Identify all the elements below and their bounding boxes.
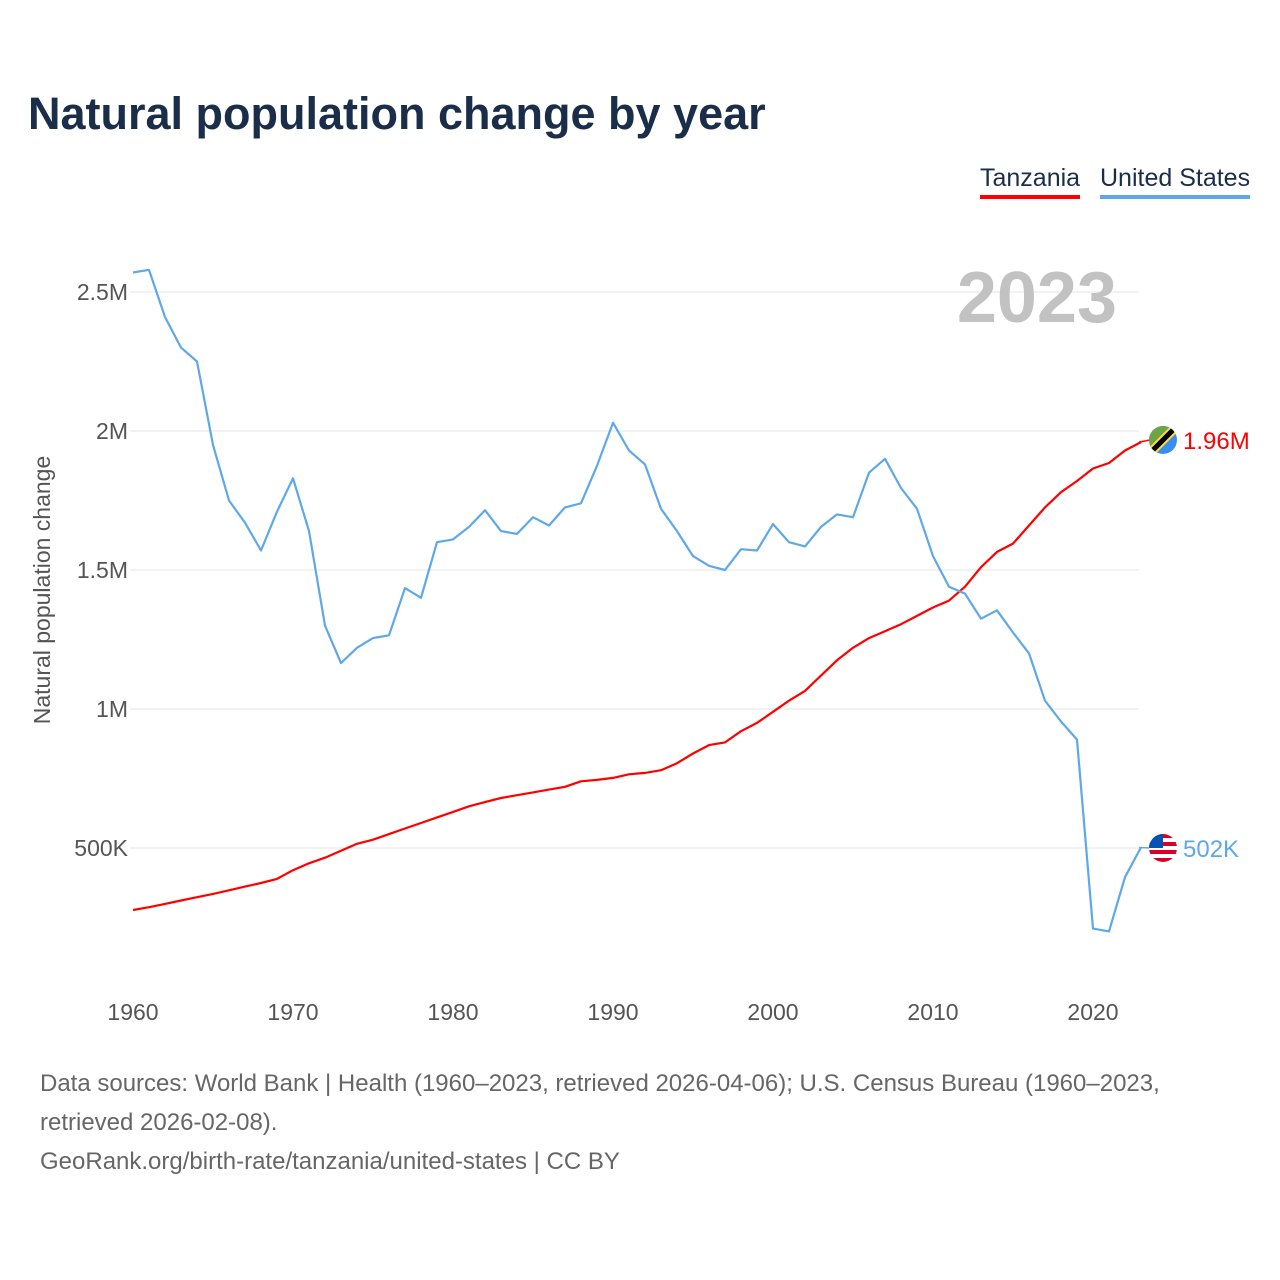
flag-black — [1149, 426, 1177, 454]
y-tick-label: 2.5M — [77, 279, 128, 305]
series-line-tanzania — [132, 441, 1142, 912]
us-flag-icon — [1149, 834, 1177, 862]
end-connector — [1138, 439, 1151, 443]
end-connector — [1138, 846, 1151, 849]
x-tick-label: 2020 — [1067, 999, 1118, 1025]
flag-stripe — [1149, 858, 1177, 862]
x-tick-label: 1990 — [587, 999, 638, 1025]
flag-stripe — [1149, 854, 1177, 858]
end-value-label: 1.96M — [1183, 428, 1250, 455]
source-link[interactable]: GeoRank.org/birth-rate/tanzania/united-s… — [40, 1148, 620, 1175]
x-tick-label: 2000 — [747, 999, 798, 1025]
tanzania-flag-icon — [1149, 426, 1177, 454]
legend-item-united-states[interactable]: United States — [1100, 164, 1251, 199]
flag-body — [1149, 834, 1177, 862]
flag-canton — [1149, 834, 1163, 848]
flag-body — [1149, 426, 1177, 454]
y-tick-label: 2M — [96, 418, 128, 444]
series-line-united-states — [132, 268, 1142, 933]
data-sources: Data sources: World Bank | Health (1960–… — [40, 1070, 1160, 1136]
x-tick-label: 2010 — [907, 999, 958, 1025]
line-chart: 500K 1M 1.5M 2M 2.5M 1960 1970 1980 1990 2000 2010… — [29, 258, 1250, 1025]
chart-title: Natural population change by year — [28, 88, 766, 139]
y-tick-label: 1M — [96, 696, 128, 722]
y-tick-label: 1.5M — [77, 557, 128, 583]
y-tick-label: 500K — [74, 835, 128, 861]
flag-stripe — [1149, 850, 1177, 854]
current-year-watermark: 2023 — [957, 258, 1117, 338]
end-value-label: 502K — [1183, 836, 1239, 863]
x-tick-label: 1980 — [427, 999, 478, 1025]
legend-item-tanzania[interactable]: Tanzania — [980, 164, 1081, 199]
x-tick-label: 1960 — [107, 999, 158, 1025]
x-tick-label: 1970 — [267, 999, 318, 1025]
y-axis-label: Natural population change — [29, 456, 55, 725]
